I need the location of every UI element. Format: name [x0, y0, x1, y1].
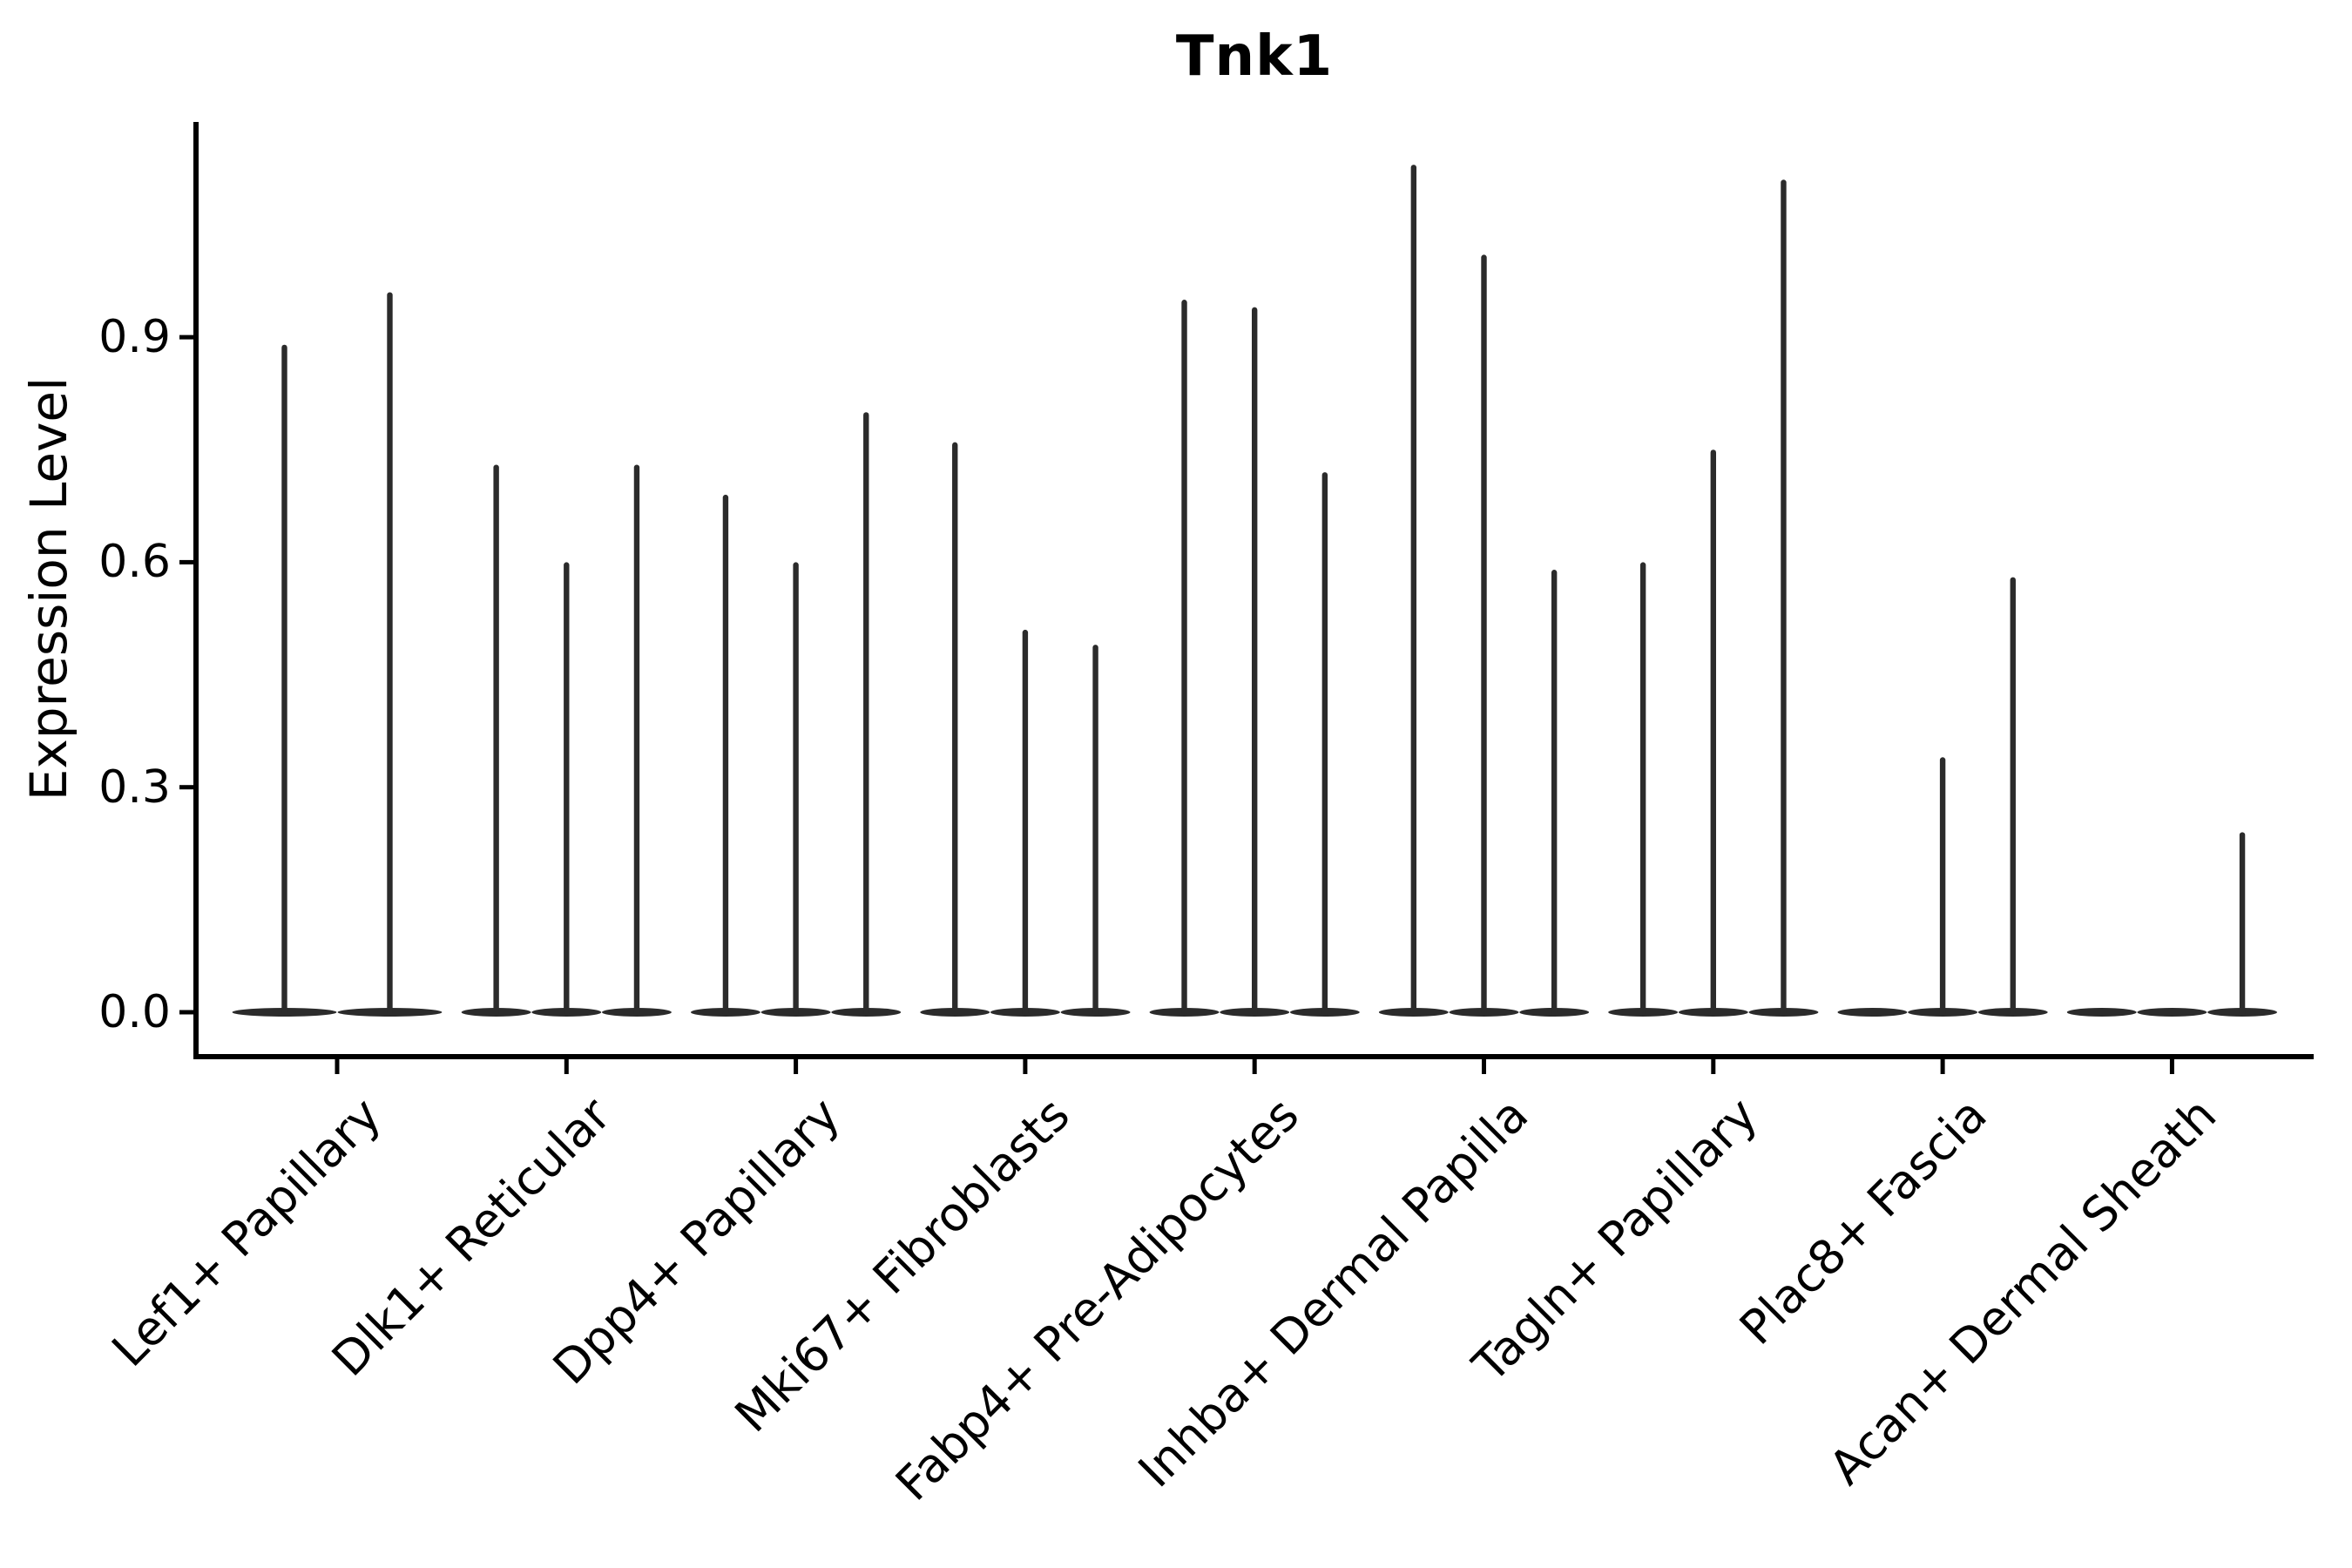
violin-spike: [1321, 472, 1328, 1016]
plot-title: Tnk1: [1175, 24, 1334, 89]
violin-spike: [1939, 757, 1946, 1016]
violin-body: [1837, 1008, 1908, 1017]
violin-spike: [1410, 165, 1417, 1016]
violin-spike: [722, 494, 729, 1016]
violin-spike: [1252, 307, 1258, 1016]
violin-spike: [1551, 570, 1558, 1016]
violin-spike: [863, 412, 869, 1016]
violin-spike: [1181, 300, 1187, 1016]
violin-spike: [1022, 629, 1029, 1016]
violin-spike: [1639, 562, 1646, 1016]
violin-spike: [1481, 254, 1487, 1016]
y-tick-label: 0.6: [98, 536, 171, 589]
violin-spike: [1781, 179, 1787, 1017]
violin-spike: [387, 292, 393, 1016]
violin-spike: [2239, 832, 2246, 1016]
violin-spike: [1710, 449, 1716, 1016]
violin-spike: [281, 344, 287, 1017]
violin-spike: [2010, 577, 2016, 1016]
violin-spike: [564, 562, 570, 1016]
violin-spike: [1092, 645, 1098, 1016]
violin-spike: [633, 464, 640, 1016]
y-tick-label: 0.3: [98, 760, 171, 814]
violin-spike: [793, 562, 799, 1016]
violin-spike: [493, 464, 499, 1016]
violin-body: [2066, 1008, 2137, 1017]
violin-spike: [952, 442, 958, 1016]
y-tick-label: 0.0: [98, 986, 171, 1038]
y-tick-label: 0.9: [98, 311, 171, 364]
violin-body: [2137, 1008, 2207, 1017]
